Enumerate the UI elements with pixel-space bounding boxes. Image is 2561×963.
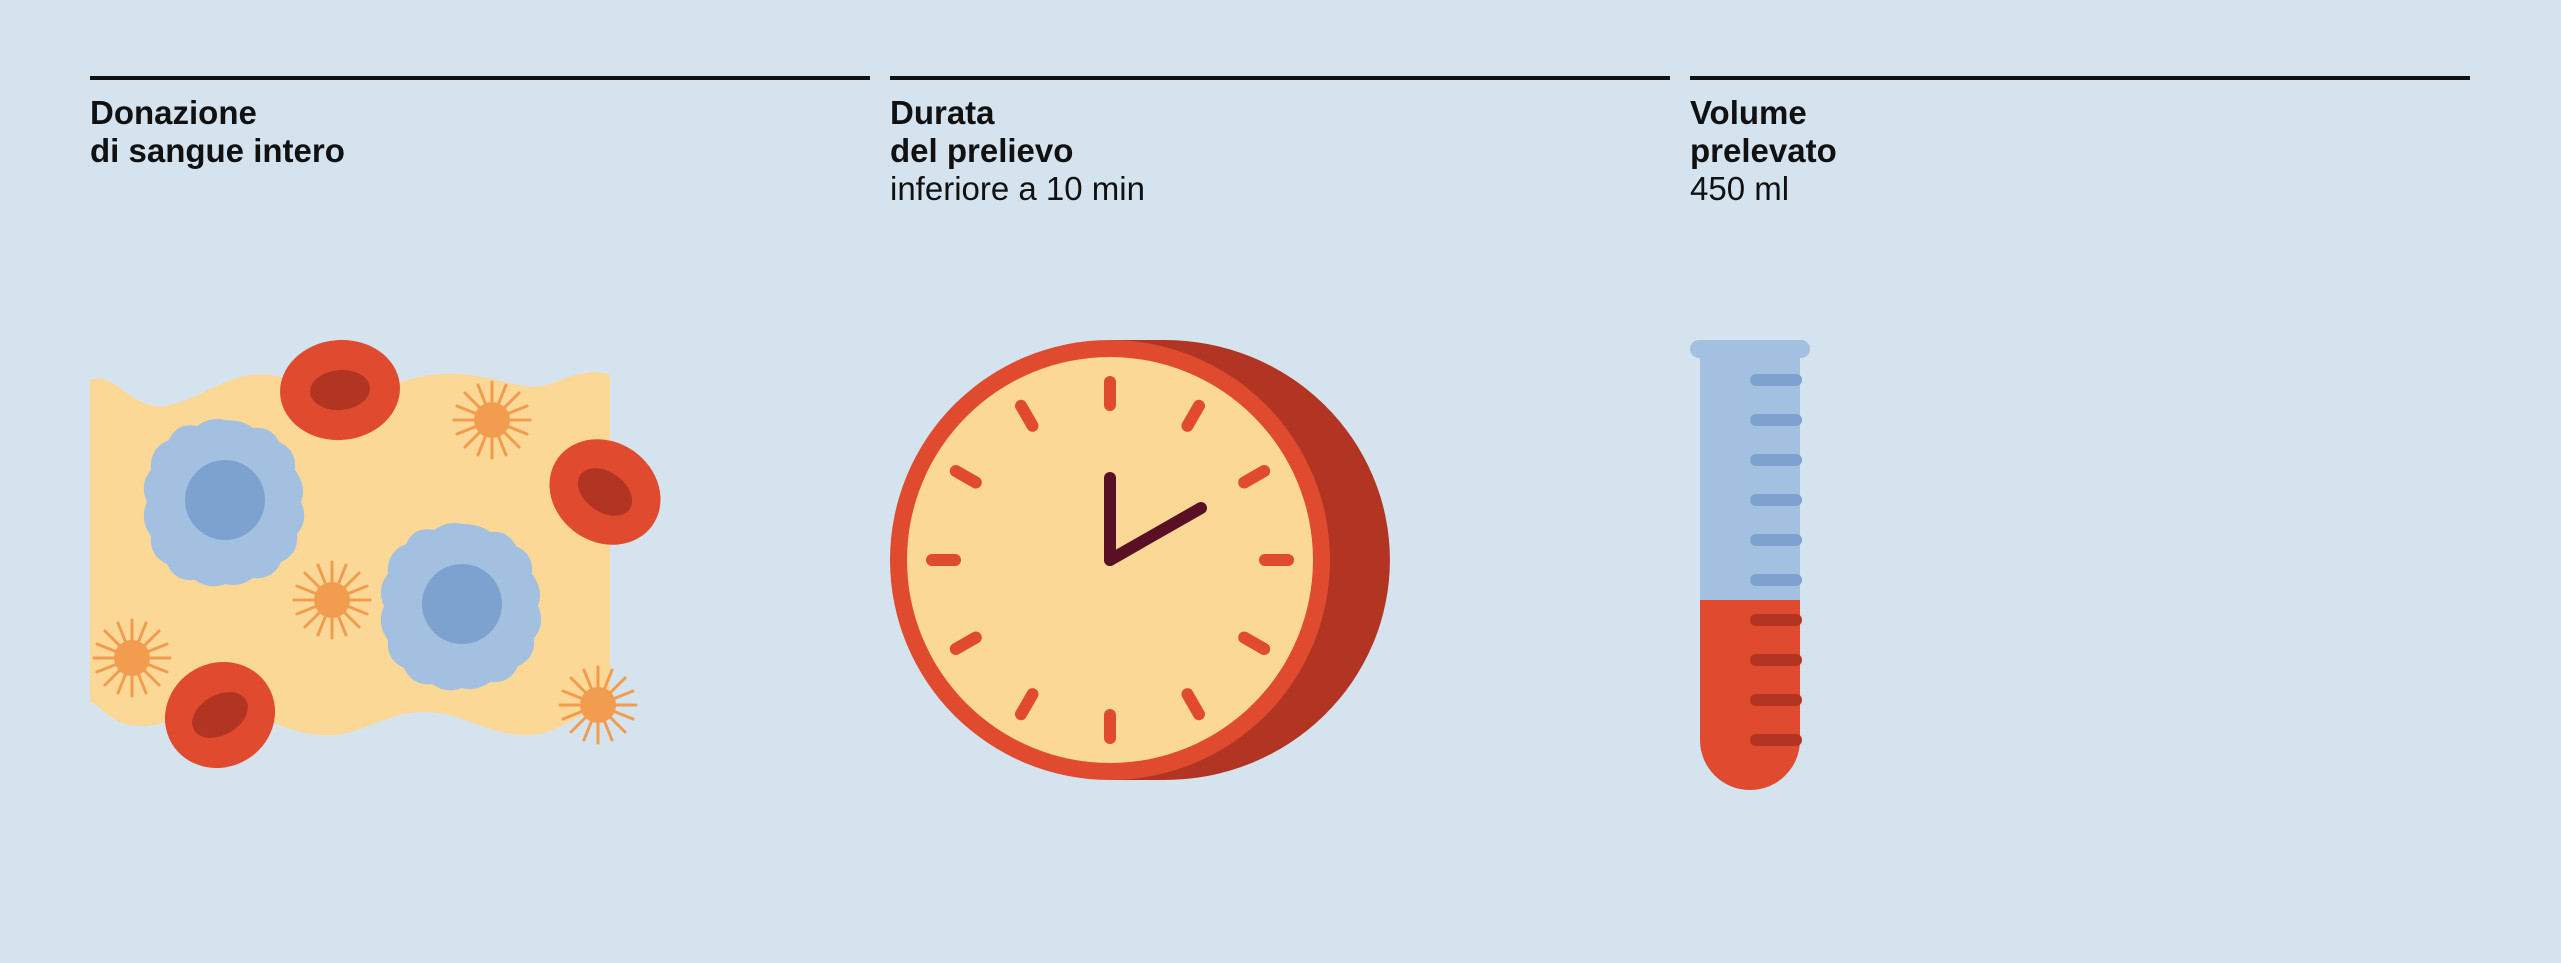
panel-duration: Durata del prelievo inferiore a 10 min (890, 0, 1670, 963)
title-line: Volume (1690, 94, 1807, 131)
platelet-shape (452, 380, 532, 460)
title-line: del prelievo (890, 132, 1074, 169)
panel-whole-blood: Donazione di sangue intero (90, 0, 870, 963)
title-line: prelevato (1690, 132, 1837, 169)
clock-tick (1181, 399, 1205, 432)
clock-tick (1238, 465, 1271, 489)
platelet-shape (558, 665, 638, 745)
panel-title: Volume prelevato 450 ml (1690, 94, 2470, 208)
clock-tick (949, 631, 982, 655)
platelet-shape (92, 618, 172, 698)
section-rule (90, 76, 870, 80)
title-line: Durata (890, 94, 995, 131)
clock-tick (1181, 688, 1205, 721)
test-tube-icon (1690, 340, 1810, 790)
clock-tick (1015, 399, 1039, 432)
blood-cells-icon (90, 339, 661, 769)
duration-value: inferiore a 10 min (890, 170, 1145, 207)
tube-marks (1750, 374, 1802, 746)
clock-icon (890, 340, 1390, 780)
clock-tick (1015, 688, 1039, 721)
panel-title: Durata del prelievo inferiore a 10 min (890, 94, 1670, 208)
red-cell-shape (280, 339, 400, 441)
title-line: Donazione (90, 94, 257, 131)
red-cell-shape (164, 661, 276, 769)
volume-value: 450 ml (1690, 170, 1790, 207)
title-line: di sangue intero (90, 132, 345, 169)
clock-ticks (926, 376, 1294, 744)
clock-tick (1238, 631, 1271, 655)
section-rule (1690, 76, 2470, 80)
red-cell-shape (549, 439, 661, 545)
clock-tick (949, 465, 982, 489)
panel-title: Donazione di sangue intero (90, 94, 870, 170)
white-cell-shape (143, 418, 305, 587)
platelet-shape (292, 560, 372, 640)
section-rule (890, 76, 1670, 80)
white-cell-shape (380, 522, 542, 691)
clock-minute-hand (1104, 502, 1207, 566)
panel-volume: Volume prelevato 450 ml (1690, 0, 2470, 963)
